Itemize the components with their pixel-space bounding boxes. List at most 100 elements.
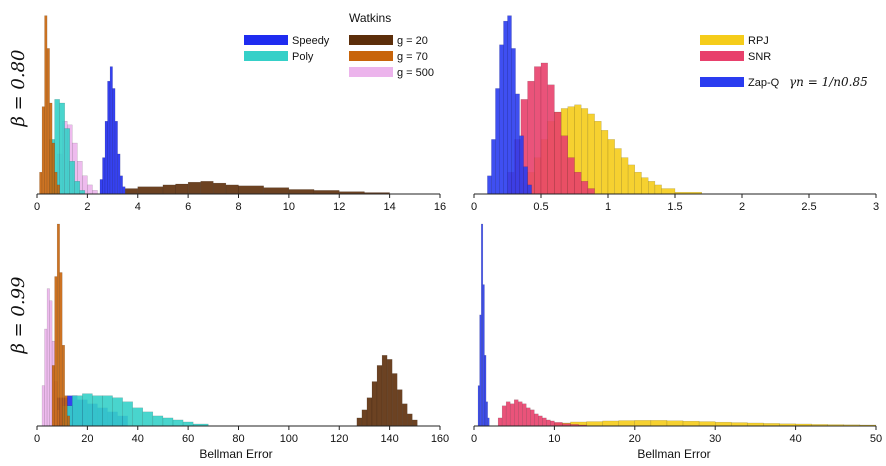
x-tick-label: 1.5 (667, 201, 682, 213)
series-rpj (554, 420, 877, 427)
histogram-bar (381, 355, 388, 427)
histogram-bar (527, 184, 532, 195)
histogram-bar (594, 120, 602, 195)
histogram-bar (503, 20, 508, 195)
histogram-bar (313, 190, 340, 195)
histogram-bar (67, 415, 70, 427)
series-zap-q (477, 223, 490, 427)
histogram-bar (39, 171, 43, 195)
histogram-bar (402, 403, 408, 427)
histogram-bar (650, 420, 668, 427)
histogram-bar (263, 187, 290, 195)
x-tick-label: 2 (739, 201, 745, 213)
histogram-bar (627, 164, 635, 195)
legend-swatch-rpj (700, 35, 744, 45)
histogram-bar (56, 223, 60, 427)
histogram-bar (586, 421, 603, 427)
histogram-bar (540, 62, 548, 195)
histogram-bar (54, 171, 58, 195)
histogram-bar (56, 184, 60, 195)
histogram-bar (698, 421, 716, 427)
histogram-bar (92, 190, 98, 195)
legend-formula-zapq: γn = 1/n0.85 (789, 75, 868, 89)
histogram-bar (124, 188, 138, 195)
histogram-bar (715, 421, 732, 427)
histogram-bar (79, 190, 86, 195)
histogram-bar (560, 135, 568, 195)
x-tick-label: 160 (431, 433, 449, 445)
histogram-bar (44, 15, 48, 195)
histogram-bar (41, 385, 45, 427)
legend-label-poly: Poly (292, 51, 314, 63)
histogram-bar (213, 182, 227, 195)
histogram-bar (182, 421, 194, 427)
histogram-bar (534, 66, 542, 195)
x-tick-label: 10 (548, 433, 560, 445)
x-tick-label: 50 (870, 433, 882, 445)
histogram-bar (44, 328, 48, 427)
legend-watkins: Watkins Speedy Poly g = 20 g = 70 g = 50… (244, 11, 434, 79)
histogram-bar (482, 284, 485, 427)
histogram-bar (530, 409, 535, 427)
x-tick-label: 10 (283, 201, 295, 213)
legend-label-g20: g = 20 (397, 35, 428, 47)
series-g-70 (51, 223, 70, 427)
histogram-bar (59, 102, 65, 195)
histogram-bar (485, 401, 488, 427)
x-tick-label: 60 (182, 433, 194, 445)
histogram-bar (117, 153, 121, 195)
histogram-bar (621, 157, 629, 195)
histogram-bar (49, 102, 53, 195)
histogram-bar (547, 84, 555, 195)
histogram-bar (634, 171, 642, 195)
legend-swatch-g500 (349, 67, 393, 77)
histogram-bar (64, 128, 70, 195)
histogram-bar (495, 88, 500, 195)
legend-swatch-speedy (244, 35, 288, 45)
histogram-bar (41, 106, 45, 195)
legend-label-speedy: Speedy (292, 35, 330, 47)
panel-bottom-right: 0 10 20 30 40 50 (471, 223, 882, 445)
histogram-bar (607, 139, 615, 195)
histogram-bar (538, 415, 543, 427)
histogram-bar (82, 393, 93, 427)
histogram-bar (175, 183, 189, 195)
histogram-bar (366, 397, 373, 427)
histogram-bar (567, 157, 575, 195)
legend-label-g70: g = 70 (397, 51, 428, 63)
histogram-bar (602, 420, 619, 427)
histogram-bar (550, 420, 555, 427)
x-tick-label: 20 (81, 433, 93, 445)
histogram-bar (200, 181, 214, 195)
histogram-bar (162, 417, 174, 427)
x-tick-label: 0 (471, 433, 477, 445)
x-tick-label: 12 (333, 201, 345, 213)
histogram-bar (514, 399, 519, 427)
histogram-bar (376, 365, 383, 427)
legend-title: Watkins (349, 11, 391, 25)
histogram-bar (581, 181, 589, 195)
legend-swatch-zapq (700, 77, 744, 87)
histogram-bar (515, 93, 520, 195)
histogram-bar (49, 300, 53, 427)
histogram-bar (122, 401, 133, 427)
histogram-bar (518, 401, 523, 427)
histogram-bar (74, 181, 81, 195)
histogram-bar (648, 181, 656, 195)
histogram-bar (59, 272, 63, 427)
histogram-bar (132, 407, 143, 427)
histogram-bar (534, 413, 539, 427)
histogram-bar (114, 120, 118, 195)
row-label-top: β = 0.80 (8, 49, 29, 127)
series-g-20 (356, 355, 418, 427)
histogram-bar (225, 184, 239, 195)
histogram-bar (87, 184, 93, 195)
series-g-70 (39, 15, 60, 195)
legend-swatch-g70 (349, 51, 393, 61)
histogram-bar (54, 276, 58, 427)
panel-top-left: 0 2 4 6 8 10 12 14 16 (34, 15, 446, 213)
histogram-bar (238, 185, 264, 195)
histogram-bar (407, 413, 413, 427)
panel-top-right: 0 0.5 1 1.5 2 2.5 3 (471, 15, 879, 213)
